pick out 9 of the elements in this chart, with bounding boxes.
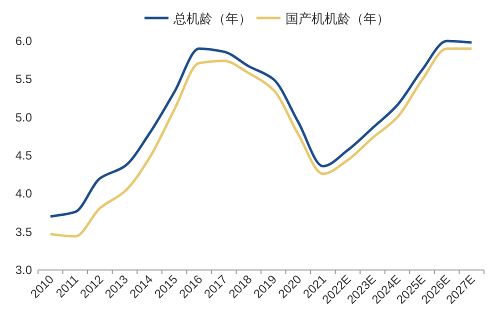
legend-label: 总机龄（年） [172, 11, 252, 26]
y-tick-label: 4.5 [15, 148, 32, 162]
legend-label: 国产机机龄（年） [286, 11, 390, 26]
y-tick-label: 5.0 [15, 110, 32, 124]
y-tick-label: 6.0 [15, 34, 32, 48]
y-tick-label: 5.5 [15, 72, 32, 86]
y-tick-label: 3.5 [15, 224, 32, 239]
y-tick-label: 3.0 [15, 263, 32, 277]
y-tick-label: 4.0 [15, 186, 32, 201]
